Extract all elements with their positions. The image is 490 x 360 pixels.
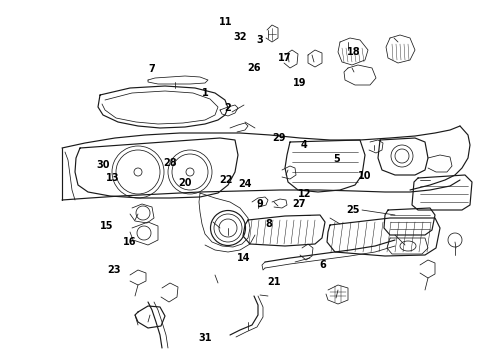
Text: 23: 23 <box>107 265 121 275</box>
Text: 6: 6 <box>319 260 326 270</box>
Text: 18: 18 <box>347 47 361 57</box>
Text: 9: 9 <box>256 199 263 210</box>
Text: 31: 31 <box>198 333 212 343</box>
Text: 1: 1 <box>202 88 209 98</box>
Text: 30: 30 <box>96 160 110 170</box>
Text: 32: 32 <box>233 32 247 42</box>
Text: 12: 12 <box>298 189 312 199</box>
Text: 13: 13 <box>106 173 120 183</box>
Text: 7: 7 <box>148 64 155 74</box>
Text: 5: 5 <box>334 154 341 164</box>
Text: 28: 28 <box>164 158 177 168</box>
Text: 16: 16 <box>123 237 137 247</box>
Text: 21: 21 <box>268 276 281 287</box>
Text: 20: 20 <box>178 178 192 188</box>
Text: 11: 11 <box>219 17 232 27</box>
Text: 24: 24 <box>238 179 252 189</box>
Text: 27: 27 <box>292 199 306 210</box>
Text: 22: 22 <box>220 175 233 185</box>
Text: 14: 14 <box>237 253 251 264</box>
Text: 25: 25 <box>346 204 360 215</box>
Text: 26: 26 <box>247 63 261 73</box>
Text: 15: 15 <box>100 221 114 231</box>
Text: 10: 10 <box>358 171 372 181</box>
Text: 19: 19 <box>293 78 307 88</box>
Text: 3: 3 <box>256 35 263 45</box>
Text: 2: 2 <box>224 103 231 113</box>
Text: 29: 29 <box>272 132 286 143</box>
Text: 17: 17 <box>277 53 291 63</box>
Text: 4: 4 <box>300 140 307 150</box>
Text: 8: 8 <box>265 219 272 229</box>
